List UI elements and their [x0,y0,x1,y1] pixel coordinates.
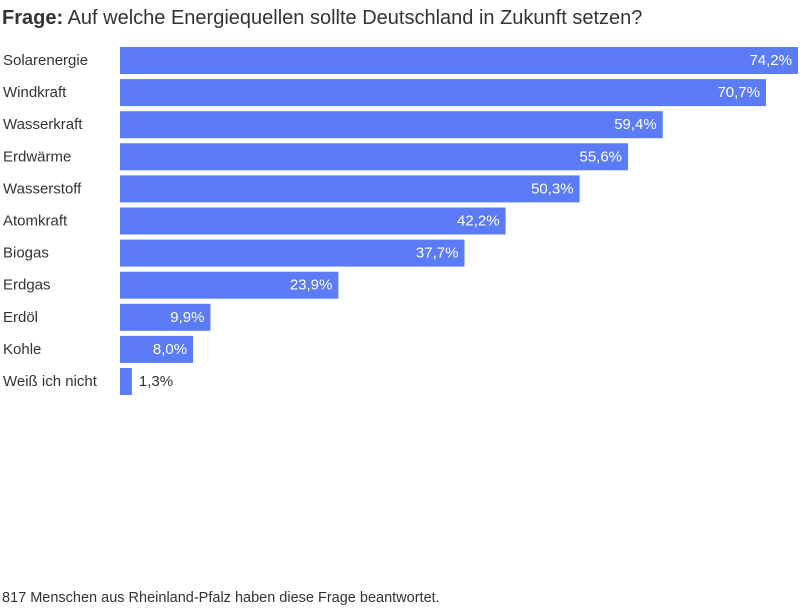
chart-title: Frage: Auf welche Energiequellen sollte … [2,4,642,32]
category-label: Erdöl [3,309,38,326]
bar [120,368,132,395]
bar [120,111,663,139]
bar-row: Erdöl 9,9% [3,303,211,331]
bar-row: Erdwärme 55,6% [3,143,629,171]
value-label: 42,2% [457,213,500,230]
bar [120,79,767,107]
value-label: 59,4% [614,116,657,133]
value-label: 1,3% [139,373,173,390]
bar [120,47,798,74]
value-label: 55,6% [579,148,622,165]
value-label: 74,2% [749,52,792,69]
bar [120,175,580,203]
category-label: Wasserstoff [3,180,82,197]
bar [120,207,506,235]
bar-row: Biogas 37,7% [3,239,465,267]
bar-row: Wasserkraft 59,4% [3,111,663,139]
bar-row: Kohle 8,0% [3,335,194,363]
bar [120,239,465,267]
bar-row: Atomkraft 42,2% [3,207,506,235]
chart-title-text: Auf welche Energiequellen sollte Deutsch… [67,7,643,29]
category-label: Biogas [3,245,49,262]
bar-row: Erdgas 23,9% [3,271,339,299]
bar [120,303,211,331]
category-label: Atomkraft [3,213,68,230]
value-label: 37,7% [416,245,459,262]
category-label: Erdgas [3,277,51,294]
bar [120,271,339,299]
category-label: Solarenergie [3,52,88,69]
chart-title-lead: Frage: [2,7,64,29]
bar-row: Weiß ich nicht 1,3% [3,368,173,395]
chart-footnote: 817 Menschen aus Rheinland-Pfalz haben d… [2,590,440,606]
value-label: 50,3% [531,180,574,197]
category-label: Kohle [3,341,41,358]
category-label: Wasserkraft [3,116,83,133]
category-label: Weiß ich nicht [3,373,98,390]
value-label: 9,9% [170,309,204,326]
bar-row: Solarenergie 74,2% [3,47,798,74]
bar [120,335,194,363]
category-label: Erdwärme [3,148,71,165]
value-label: 8,0% [153,341,187,358]
category-label: Windkraft [3,84,67,101]
bar-chart: Solarenergie 74,2% Windkraft 70,7% Wasserkra… [3,47,798,395]
bar-row: Windkraft 70,7% [3,79,767,107]
bar [120,143,629,171]
value-label: 70,7% [717,84,760,101]
bar-row: Wasserstoff 50,3% [3,175,580,203]
value-label: 23,9% [290,277,333,294]
